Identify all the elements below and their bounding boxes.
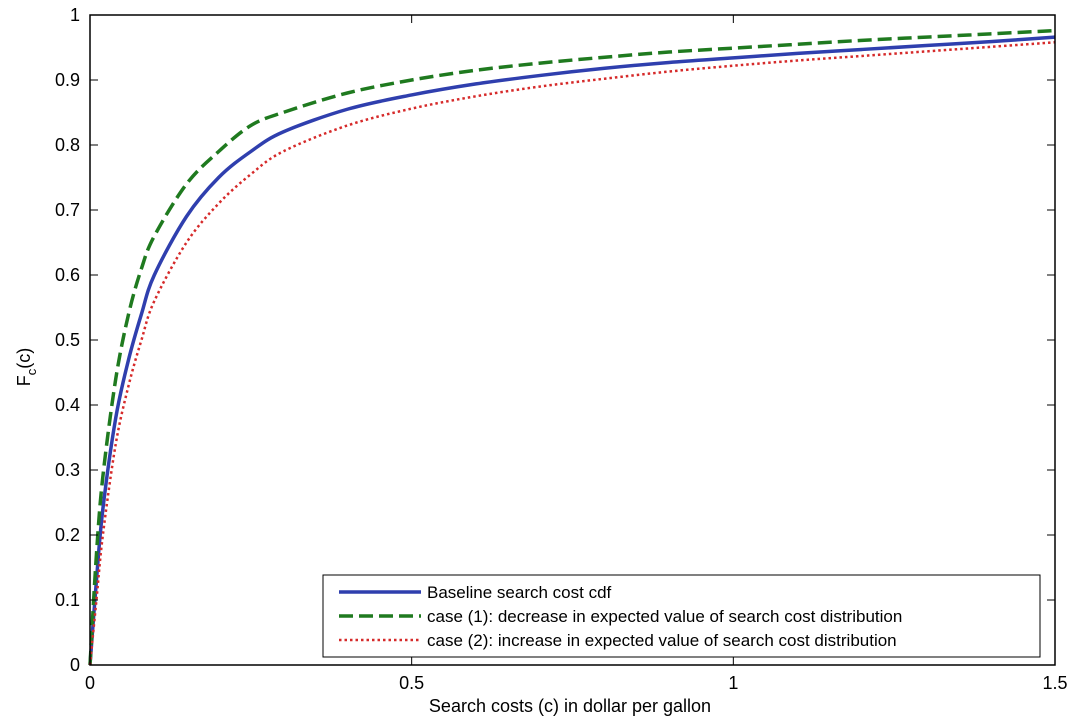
- y-tick-label: 0.9: [55, 70, 80, 90]
- x-tick-label: 0.5: [399, 673, 424, 693]
- y-tick-label: 0.6: [55, 265, 80, 285]
- legend-label-1: Baseline search cost cdf: [427, 583, 612, 602]
- x-tick-label: 0: [85, 673, 95, 693]
- y-tick-label: 0.5: [55, 330, 80, 350]
- y-tick-label: 0.7: [55, 200, 80, 220]
- x-axis-label: Search costs (c) in dollar per gallon: [429, 696, 711, 716]
- x-tick-label: 1.5: [1042, 673, 1067, 693]
- y-tick-label: 0: [70, 655, 80, 675]
- y-tick-label: 0.2: [55, 525, 80, 545]
- y-tick-label: 0.1: [55, 590, 80, 610]
- series-line-2: [88, 28, 1056, 666]
- legend-box: [322, 574, 1041, 658]
- x-tick-label: 1: [728, 673, 738, 693]
- legend: Baseline search cost cdf case (1): decrea…: [322, 574, 1041, 658]
- y-tick-label: 0.4: [55, 395, 80, 415]
- plot-frame: [89, 14, 1056, 666]
- series-line-1: [88, 35, 1056, 666]
- y-tick-label: 0.3: [55, 460, 80, 480]
- legend-label-3: case (2): increase in expected value of …: [427, 631, 897, 650]
- legend-label-2: case (1): decrease in expected value of …: [427, 607, 902, 626]
- y-tick-label: 0.8: [55, 135, 80, 155]
- y-axis-label: Fc(c): [14, 348, 39, 387]
- y-tick-label: 1: [70, 5, 80, 25]
- series-line-3: [88, 41, 1056, 666]
